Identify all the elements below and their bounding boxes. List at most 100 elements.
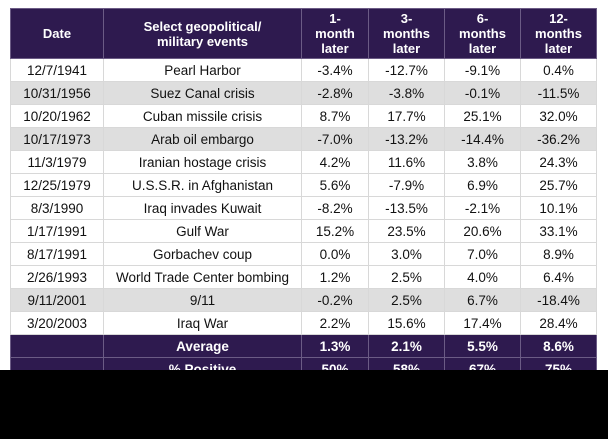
table-cell: 0.0% (301, 242, 369, 266)
header-row: Date Select geopolitical/ military events… (10, 8, 597, 59)
table-cell: Gorbachev coup (103, 242, 302, 266)
table-cell: 12/25/1979 (10, 173, 104, 197)
table-row: 11/3/1979 Iranian hostage crisis 4.2% 11.6%… (10, 150, 597, 174)
table-cell: 4.2% (301, 150, 369, 174)
table-row: 8/3/1990 Iraq invades Kuwait -8.2% -13.5% -2… (10, 196, 597, 220)
table-cell: Iraq invades Kuwait (103, 196, 302, 220)
table-cell: Arab oil embargo (103, 127, 302, 151)
table-cell: 8.7% (301, 104, 369, 128)
header-cell: 3- months later (368, 8, 445, 59)
table-row: 10/17/1973 Arab oil embargo -7.0% -13.2% -14… (10, 127, 597, 151)
table-cell: 2/26/1993 (10, 265, 104, 289)
table-cell: 17.7% (368, 104, 445, 128)
summary-cell: 2.1% (368, 334, 445, 358)
table-row: 8/17/1991 Gorbachev coup 0.0% 3.0% 7.0% 8.9% (10, 242, 597, 266)
table-cell: 10/31/1956 (10, 81, 104, 105)
summary-blank (10, 334, 104, 358)
table-row: 3/20/2003 Iraq War 2.2% 15.6% 17.4% 28.4% (10, 311, 597, 335)
table-cell: Iraq War (103, 311, 302, 335)
table-cell: Gulf War (103, 219, 302, 243)
table-cell: -18.4% (520, 288, 597, 312)
table-cell: -13.5% (368, 196, 445, 220)
table-cell: -8.2% (301, 196, 369, 220)
table-cell: 6.9% (444, 173, 521, 197)
table-cell: -9.1% (444, 58, 521, 82)
table-cell: 11.6% (368, 150, 445, 174)
table-cell: 23.5% (368, 219, 445, 243)
header-cell: Select geopolitical/ military events (103, 8, 302, 59)
summary-cell: 1.3% (301, 334, 369, 358)
summary-cell: 5.5% (444, 334, 521, 358)
table-cell: 25.1% (444, 104, 521, 128)
table-cell: 3.8% (444, 150, 521, 174)
table-cell: 15.2% (301, 219, 369, 243)
table-cell: 15.6% (368, 311, 445, 335)
table-cell: 1.2% (301, 265, 369, 289)
table-cell: 10/17/1973 (10, 127, 104, 151)
table-cell: U.S.S.R. in Afghanistan (103, 173, 302, 197)
table-cell: 33.1% (520, 219, 597, 243)
table-cell: 9/11/2001 (10, 288, 104, 312)
table-row: 10/20/1962 Cuban missile crisis 8.7% 17.7% 2… (10, 104, 597, 128)
summary-cell: Average (103, 334, 302, 358)
table-cell: -0.1% (444, 81, 521, 105)
events-table: Date Select geopolitical/ military events… (10, 8, 597, 381)
table-cell: -13.2% (368, 127, 445, 151)
summary-cell: 8.6% (520, 334, 597, 358)
table-cell: -7.9% (368, 173, 445, 197)
table-cell: -3.8% (368, 81, 445, 105)
table-cell: 6.7% (444, 288, 521, 312)
table-cell: 5.6% (301, 173, 369, 197)
table-row: 12/7/1941 Pearl Harbor -3.4% -12.7% -9.1% 0.4… (10, 58, 597, 82)
table-cell: -11.5% (520, 81, 597, 105)
table-cell: 8/3/1990 (10, 196, 104, 220)
table-cell: Pearl Harbor (103, 58, 302, 82)
summary-row: Average 1.3% 2.1% 5.5% 8.6% (10, 334, 597, 358)
table-cell: 32.0% (520, 104, 597, 128)
table-cell: -36.2% (520, 127, 597, 151)
table-cell: -0.2% (301, 288, 369, 312)
table-row: 2/26/1993 World Trade Center bombing 1.2% 2… (10, 265, 597, 289)
black-overlay (0, 370, 608, 439)
table-cell: 10/20/1962 (10, 104, 104, 128)
table-cell: 28.4% (520, 311, 597, 335)
table-cell: 8.9% (520, 242, 597, 266)
header-cell: 12- months later (520, 8, 597, 59)
header-cell: 1- month later (301, 8, 369, 59)
table-cell: 24.3% (520, 150, 597, 174)
table-cell: 17.4% (444, 311, 521, 335)
table-row: 10/31/1956 Suez Canal crisis -2.8% -3.8% -0.… (10, 81, 597, 105)
table-cell: 25.7% (520, 173, 597, 197)
table-cell: -2.1% (444, 196, 521, 220)
table-cell: 2.5% (368, 288, 445, 312)
table-cell: -2.8% (301, 81, 369, 105)
table-cell: 8/17/1991 (10, 242, 104, 266)
table-cell: 4.0% (444, 265, 521, 289)
header-cell: 6- months later (444, 8, 521, 59)
table-cell: Iranian hostage crisis (103, 150, 302, 174)
table-row: 9/11/2001 9/11 -0.2% 2.5% 6.7% -18.4% (10, 288, 597, 312)
table-cell: -14.4% (444, 127, 521, 151)
table-cell: -12.7% (368, 58, 445, 82)
table-cell: 11/3/1979 (10, 150, 104, 174)
table-cell: 9/11 (103, 288, 302, 312)
header-cell: Date (10, 8, 104, 59)
table-row: 1/17/1991 Gulf War 15.2% 23.5% 20.6% 33.1% (10, 219, 597, 243)
table-cell: 1/17/1991 (10, 219, 104, 243)
table-cell: 6.4% (520, 265, 597, 289)
table-cell: 12/7/1941 (10, 58, 104, 82)
table-cell: 2.5% (368, 265, 445, 289)
table-cell: 7.0% (444, 242, 521, 266)
table-cell: Suez Canal crisis (103, 81, 302, 105)
table-cell: 3/20/2003 (10, 311, 104, 335)
table-cell: Cuban missile crisis (103, 104, 302, 128)
table-cell: 3.0% (368, 242, 445, 266)
table-cell: 2.2% (301, 311, 369, 335)
table-cell: 20.6% (444, 219, 521, 243)
table-cell: -7.0% (301, 127, 369, 151)
table-cell: -3.4% (301, 58, 369, 82)
table-cell: World Trade Center bombing (103, 265, 302, 289)
table-row: 12/25/1979 U.S.S.R. in Afghanistan 5.6% -7.… (10, 173, 597, 197)
table-cell: 0.4% (520, 58, 597, 82)
